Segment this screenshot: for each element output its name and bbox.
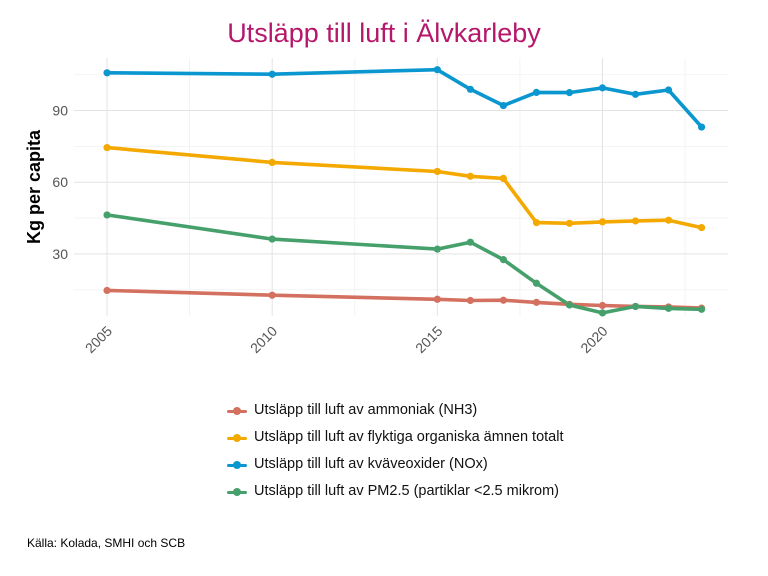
data-point-s0-2010 bbox=[268, 291, 276, 299]
data-point-s3-2015 bbox=[433, 245, 441, 253]
data-point-s1-2022 bbox=[664, 216, 673, 224]
y-tick-label-90: 90 bbox=[52, 103, 68, 119]
legend-key-dot bbox=[233, 488, 241, 496]
legend-label-nh3: Utsläpp till luft av ammoniak (NH3) bbox=[254, 402, 478, 418]
data-point-s2-2017 bbox=[499, 101, 507, 110]
data-point-s3-2010 bbox=[268, 235, 276, 243]
data-point-s2-2020 bbox=[598, 84, 607, 92]
x-tick-label-2020: 2020 bbox=[577, 323, 610, 356]
data-point-s3-2005 bbox=[103, 211, 111, 219]
data-point-s2-2023 bbox=[697, 123, 706, 131]
data-point-s1-2016 bbox=[466, 172, 474, 180]
data-point-s3-2019 bbox=[565, 301, 574, 309]
data-point-s1-2018 bbox=[532, 218, 541, 227]
legend-key-nh3 bbox=[226, 402, 248, 420]
data-point-s1-2023 bbox=[697, 224, 706, 232]
series-line-2 bbox=[105, 67, 704, 129]
series-line-1 bbox=[105, 145, 704, 230]
data-point-s1-2019 bbox=[565, 219, 574, 227]
data-point-s2-2010 bbox=[268, 70, 276, 78]
legend-item-nox: Utsläpp till luft av kväveoxider (NOx) bbox=[226, 456, 626, 474]
data-point-s1-2015 bbox=[433, 167, 441, 176]
legend: Utsläpp till luft av ammoniak (NH3) Utsl… bbox=[226, 402, 626, 510]
legend-key-dot bbox=[233, 461, 241, 469]
y-tick-label-60: 60 bbox=[52, 174, 68, 190]
legend-key-nox bbox=[226, 456, 248, 474]
legend-label-nox: Utsläpp till luft av kväveoxider (NOx) bbox=[254, 456, 488, 472]
data-point-s3-2021 bbox=[631, 302, 640, 311]
line-chart: 30 60 90 2005 2010 2015 2020 Kg per capita bbox=[24, 58, 728, 356]
data-point-s2-2022 bbox=[664, 86, 673, 94]
legend-key-dot bbox=[233, 434, 241, 442]
data-point-s0-2015 bbox=[433, 295, 441, 303]
series-line-0 bbox=[105, 288, 704, 310]
legend-key-dot bbox=[233, 407, 241, 415]
minor-gridlines bbox=[74, 58, 728, 316]
series-points bbox=[103, 66, 706, 317]
legend-item-nh3: Utsläpp till luft av ammoniak (NH3) bbox=[226, 402, 626, 420]
legend-label-voc: Utsläpp till luft av flyktiga organiska … bbox=[254, 429, 564, 445]
data-point-s0-2016 bbox=[466, 296, 474, 305]
data-point-s1-2020 bbox=[598, 218, 607, 226]
data-point-s2-2021 bbox=[631, 90, 640, 98]
data-point-s2-2019 bbox=[565, 89, 574, 97]
data-point-s0-2018 bbox=[532, 298, 541, 306]
data-point-s1-2010 bbox=[268, 158, 276, 166]
series-lines bbox=[105, 67, 704, 315]
legend-item-pm25: Utsläpp till luft av PM2.5 (partiklar <2… bbox=[226, 483, 626, 501]
legend-key-pm25 bbox=[226, 483, 248, 501]
y-axis-label: Kg per capita bbox=[24, 129, 44, 244]
data-point-s2-2018 bbox=[532, 88, 541, 96]
x-axis-tick-labels: 2005 2010 2015 2020 bbox=[82, 323, 611, 356]
x-tick-label-2015: 2015 bbox=[412, 323, 445, 356]
data-point-s3-2017 bbox=[499, 256, 507, 264]
data-point-s3-2020 bbox=[598, 309, 607, 317]
data-point-s2-2005 bbox=[103, 69, 111, 77]
chart-title: Utsläpp till luft i Älvkarleby bbox=[227, 18, 541, 48]
legend-label-pm25: Utsläpp till luft av PM2.5 (partiklar <2… bbox=[254, 483, 559, 499]
y-tick-label-30: 30 bbox=[52, 246, 68, 262]
legend-key-voc bbox=[226, 429, 248, 447]
major-gridlines bbox=[74, 58, 728, 316]
data-point-s3-2018 bbox=[532, 279, 541, 287]
source-caption: Källa: Kolada, SMHI och SCB bbox=[27, 536, 186, 550]
data-point-s3-2022 bbox=[664, 304, 673, 312]
data-point-s0-2017 bbox=[499, 296, 507, 304]
data-point-s0-2020 bbox=[598, 301, 607, 310]
data-point-s3-2016 bbox=[466, 238, 474, 246]
data-point-s3-2023 bbox=[697, 305, 706, 313]
data-point-s0-2005 bbox=[103, 286, 111, 295]
data-point-s1-2005 bbox=[103, 143, 111, 152]
data-point-s1-2017 bbox=[499, 174, 507, 182]
data-point-s2-2015 bbox=[433, 66, 441, 74]
legend-item-voc: Utsläpp till luft av flyktiga organiska … bbox=[226, 429, 626, 447]
data-point-s1-2021 bbox=[631, 217, 640, 225]
y-axis-tick-labels: 30 60 90 bbox=[52, 103, 68, 262]
x-tick-label-2010: 2010 bbox=[247, 323, 280, 356]
data-point-s2-2016 bbox=[466, 85, 474, 93]
x-tick-label-2005: 2005 bbox=[82, 323, 115, 356]
